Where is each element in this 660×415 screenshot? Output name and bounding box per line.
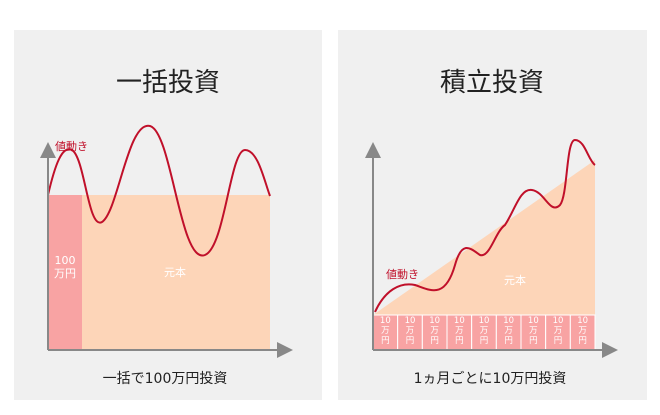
block xyxy=(569,314,596,351)
price-line xyxy=(47,124,271,257)
block xyxy=(545,314,571,351)
line-label: 値動き xyxy=(55,140,88,153)
panel-title: 一括投資 xyxy=(115,68,221,98)
principal-label: 元本 xyxy=(504,274,526,287)
block xyxy=(48,195,82,350)
panel-title: 積立投資 xyxy=(439,68,545,98)
principal-label: 元本 xyxy=(164,266,186,279)
price-line xyxy=(374,138,596,313)
principal-area xyxy=(48,195,270,350)
block-label: 10万円 xyxy=(527,316,539,346)
caption: 1ヵ月ごとに10万円投資 xyxy=(413,371,567,387)
block xyxy=(372,314,399,351)
block-label: 10万円 xyxy=(404,316,416,346)
caption: 一括で100万円投資 xyxy=(102,371,228,387)
block xyxy=(495,314,522,351)
block-label: 10万円 xyxy=(577,316,589,346)
block xyxy=(421,314,448,351)
block-label: 10万円 xyxy=(379,316,391,346)
block-label: 10万円 xyxy=(503,316,515,346)
block-label: 10万円 xyxy=(478,316,490,346)
block-label: 10万円 xyxy=(552,316,564,346)
block-label: 100万円 xyxy=(54,254,76,280)
block-label: 10万円 xyxy=(453,316,465,346)
principal-area xyxy=(373,160,595,315)
block-label: 10万円 xyxy=(429,316,441,346)
line-label: 値動き xyxy=(386,268,419,281)
